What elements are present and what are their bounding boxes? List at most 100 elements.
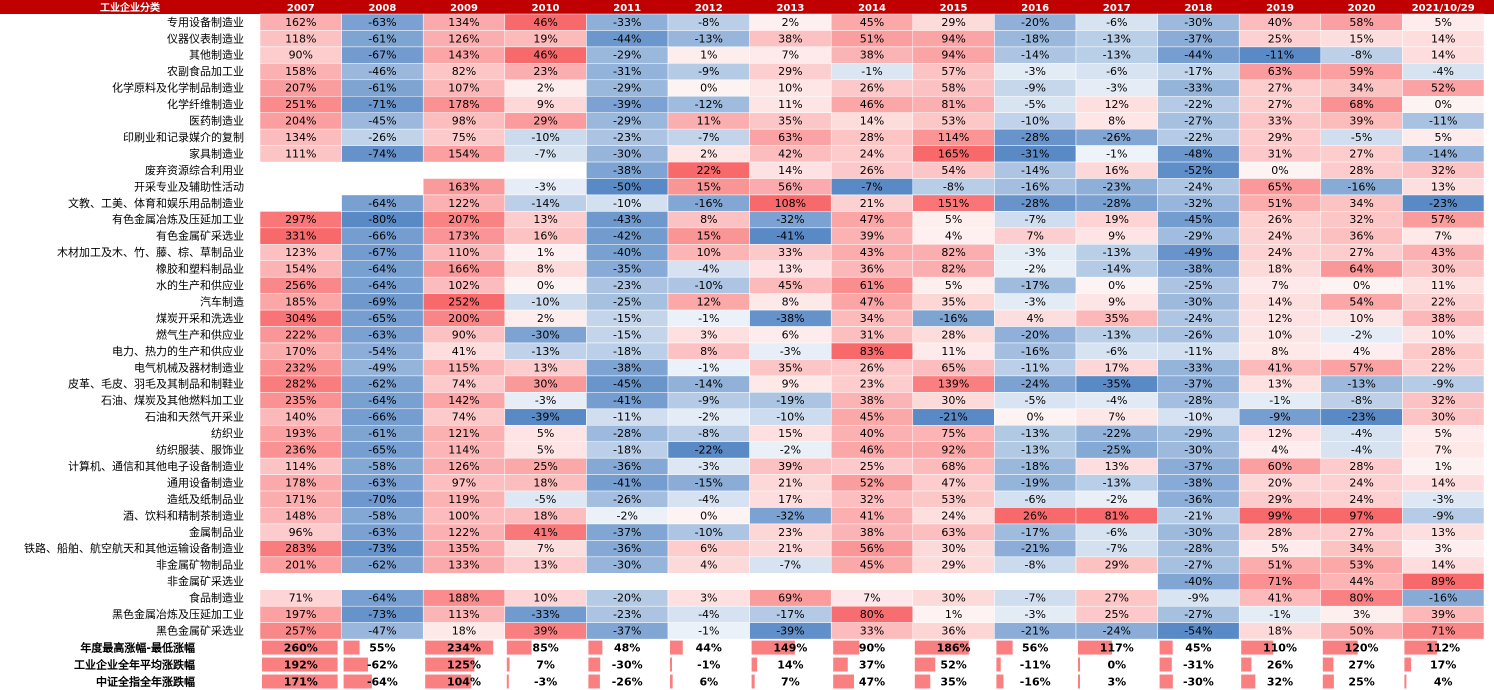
cell-value: -7% <box>535 147 556 160</box>
summary-value: 56% <box>1022 642 1048 655</box>
cell-value: -8% <box>698 16 719 29</box>
cell-value: -49% <box>1184 246 1212 259</box>
cell-value: -9% <box>1024 82 1045 95</box>
cell-value: -48% <box>1184 147 1212 160</box>
cell-value: 114% <box>448 444 479 457</box>
cell-value: 13% <box>533 213 557 226</box>
cell-value: -41% <box>776 230 804 243</box>
cell-value: 158% <box>285 65 316 78</box>
cell-value: 173% <box>448 230 479 243</box>
cell-value: 188% <box>448 592 479 605</box>
cell-value: 57% <box>1431 213 1455 226</box>
column-header: 2020 <box>1348 3 1376 14</box>
cell-value: -13% <box>531 345 559 358</box>
cell-value: 18% <box>1268 624 1292 637</box>
cell-value: 40% <box>860 427 884 440</box>
cell-value: -52% <box>1184 164 1212 177</box>
summary-label: 年度最高涨幅-最低涨幅 <box>80 641 195 655</box>
cell-value: -21% <box>1021 624 1049 637</box>
cell-value: 96% <box>289 526 313 539</box>
row-label: 家具制造业 <box>189 146 244 160</box>
summary-bar <box>343 657 369 672</box>
cell-value: 26% <box>1023 509 1047 522</box>
column-header: 2021/10/29 <box>1412 3 1475 14</box>
summary-bar <box>833 674 854 689</box>
cell-value: 64% <box>1349 263 1373 276</box>
row-label: 计算机、通信和其他电子设备制造业 <box>68 459 244 473</box>
cell-value: -19% <box>1021 476 1049 489</box>
cell-value: 33% <box>1268 115 1292 128</box>
cell-value: -7% <box>1024 592 1045 605</box>
cell-value: 63% <box>941 526 965 539</box>
summary-value: 192% <box>284 659 318 672</box>
cell-value: 2% <box>537 82 554 95</box>
cell-value: 58% <box>1349 16 1373 29</box>
cell-value: -23% <box>1347 411 1375 424</box>
summary-bar <box>914 674 931 689</box>
cell-value: 297% <box>285 213 316 226</box>
cell-value: -15% <box>613 328 641 341</box>
cell-value: -8% <box>1351 49 1372 62</box>
summary-value: 112% <box>1426 642 1460 655</box>
cell-value: -14% <box>1103 263 1131 276</box>
cell-value: 30% <box>941 542 965 555</box>
cell-value: -47% <box>368 624 396 637</box>
summary-bar <box>1241 657 1252 672</box>
cell-value: 304% <box>285 312 316 325</box>
summary-bar <box>262 674 338 689</box>
cell-value: -9% <box>1432 378 1453 391</box>
cell-value: -6% <box>1024 493 1045 506</box>
cell-value: -16% <box>1347 180 1375 193</box>
cell-value: 12% <box>697 295 721 308</box>
cell-value: -38% <box>1184 476 1212 489</box>
cell-value: -64% <box>368 263 396 276</box>
row-label: 其他制造业 <box>189 48 244 62</box>
row-label: 有色金属矿采选业 <box>156 229 244 243</box>
summary-bar <box>425 674 472 689</box>
cell-value: 53% <box>941 493 965 506</box>
cell-value: 28% <box>1268 526 1292 539</box>
cell-value: 45% <box>860 411 884 424</box>
summary-value: 47% <box>859 676 885 689</box>
cell-value: -9% <box>698 394 719 407</box>
cell-value: 21% <box>778 542 802 555</box>
cell-value: 162% <box>285 16 316 29</box>
cell-value: -9% <box>1432 509 1453 522</box>
cell-value: 14% <box>1431 476 1455 489</box>
cell-value: 34% <box>1349 197 1373 210</box>
cell-value: -14% <box>695 378 723 391</box>
summary-bar <box>833 657 848 672</box>
cell-value: 56% <box>860 542 884 555</box>
cell-value: 200% <box>448 312 479 325</box>
cell-value: 8% <box>700 345 717 358</box>
summary-bar <box>1404 657 1412 672</box>
cell-value: 0% <box>700 82 717 95</box>
cell-value: 122% <box>448 197 479 210</box>
cell-value: 56% <box>778 180 802 193</box>
cell-value: 24% <box>1268 230 1292 243</box>
cell-value: -24% <box>1184 312 1212 325</box>
cell-value: -10% <box>776 411 804 424</box>
cell-value: -12% <box>695 98 723 111</box>
cell-value: 11% <box>941 345 965 358</box>
cell-value: 17% <box>778 493 802 506</box>
row-label: 木材加工及木、竹、藤、棕、草制品业 <box>57 245 244 259</box>
row-label: 金属制品业 <box>189 525 244 539</box>
cell-value: 30% <box>1431 411 1455 424</box>
summary-value: 234% <box>447 642 481 655</box>
summary-value: 17% <box>1430 659 1456 672</box>
cell-value: 80% <box>1349 592 1373 605</box>
cell-value: -32% <box>776 509 804 522</box>
cell-value: 8% <box>1271 345 1288 358</box>
cell-value: -7% <box>861 180 882 193</box>
cell-value: -17% <box>776 608 804 621</box>
row-label: 燃气生产和供应业 <box>156 327 244 341</box>
summary-value: -31% <box>1183 659 1214 672</box>
cell-value: -28% <box>1021 131 1049 144</box>
cell-value: -2% <box>698 411 719 424</box>
cell-value: 282% <box>285 378 316 391</box>
summary-bar <box>996 657 1001 672</box>
column-header: 2014 <box>858 3 886 14</box>
cell-value: -69% <box>368 295 396 308</box>
